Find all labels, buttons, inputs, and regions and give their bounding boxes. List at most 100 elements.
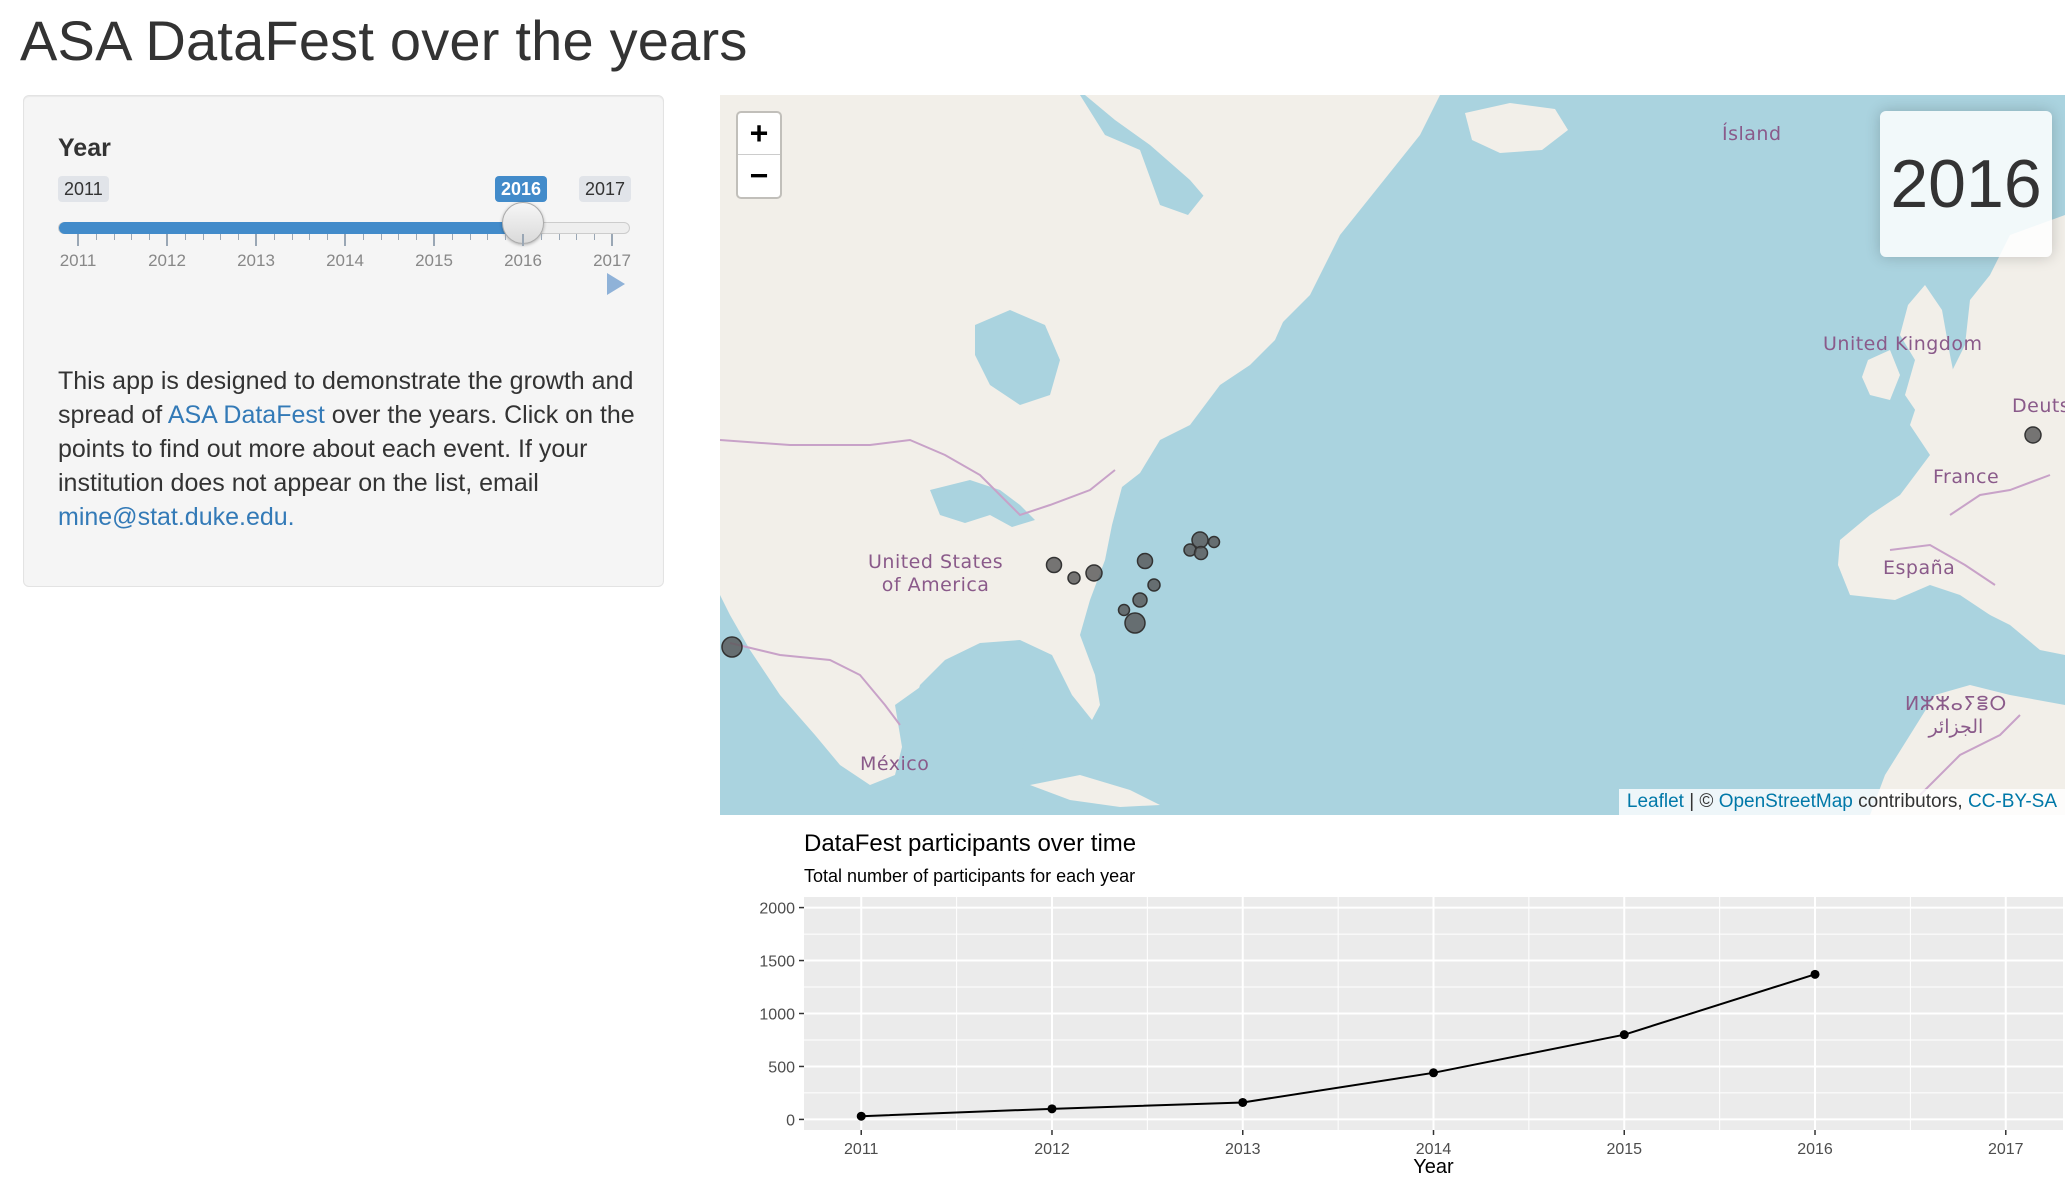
osm-link[interactable]: OpenStreetMap — [1718, 791, 1853, 812]
slider-minor-tick — [149, 234, 151, 240]
zoom-control: + − — [736, 111, 782, 199]
license-link[interactable]: CC-BY-SA — [1967, 791, 2057, 812]
map-label-algeria-line1: ⵍⵣⵣⴰⵢⴻⵔ — [1905, 693, 2007, 715]
land-iceland — [1465, 103, 1568, 153]
slider-tick-label: 2011 — [59, 251, 97, 270]
map-label-germany: Deutsc — [2012, 395, 2065, 417]
border-north-africa — [1919, 714, 2021, 796]
intro-text: This app is designed to demonstrate the … — [58, 364, 648, 534]
slider-tick — [344, 234, 346, 246]
email-link[interactable]: mine@stat.duke.edu. — [58, 503, 295, 531]
x-tick-label: 2016 — [1797, 1141, 1833, 1158]
y-tick-label: 500 — [768, 1059, 795, 1076]
marker-carolina-1[interactable] — [1132, 592, 1148, 608]
slider-max-label: 2017 — [579, 176, 632, 202]
x-tick-label: 2011 — [844, 1141, 879, 1158]
participants-chart-svg: DataFest participants over time Total num… — [759, 830, 2063, 1178]
slider-tick-label: 2017 — [593, 251, 631, 270]
slider-minor-tick — [184, 234, 186, 240]
land-arctic-islands — [900, 95, 1030, 165]
marker-northeast-2[interactable] — [1191, 531, 1209, 549]
slider-minor-tick — [540, 234, 542, 240]
slider-tick-label: 2014 — [326, 251, 364, 270]
slider-tick-label: 2016 — [504, 251, 542, 270]
participants-chart: DataFest participants over time Total num… — [720, 815, 2065, 1178]
marker-ohio[interactable] — [1136, 552, 1154, 570]
datafest-link[interactable]: ASA DataFest — [167, 401, 325, 429]
intro-text-part2: over the years. Click on the points to f… — [58, 401, 635, 497]
map-view[interactable]: Ísland United Kingdom Deutsc France Espa… — [720, 95, 2065, 815]
slider-minor-tick — [576, 234, 578, 240]
map-label-algeria-line2: الجزائر — [1928, 716, 1984, 738]
zoom-out-button[interactable]: − — [749, 158, 769, 193]
slider-min-label: 2011 — [58, 176, 109, 202]
land-great-britain — [1900, 285, 1958, 417]
leaflet-link[interactable]: Leaflet — [1626, 791, 1684, 812]
slider-minor-tick — [380, 234, 382, 240]
slider-tick — [611, 234, 613, 246]
slider-minor-tick — [451, 234, 453, 240]
map-label-spain: España — [1883, 557, 1956, 579]
slider-minor-tick — [487, 234, 489, 240]
y-tick-label: 1000 — [759, 1007, 795, 1024]
slider-minor-tick — [594, 234, 596, 240]
map-label-united-kingdom: United Kingdom — [1823, 333, 1983, 355]
marker-carolina-3[interactable] — [1124, 612, 1146, 634]
slider-value-label: 2016 — [495, 176, 548, 202]
slider-tick-label: 2012 — [148, 251, 186, 270]
x-tick-label: 2017 — [1988, 1141, 2024, 1158]
attribution-contributors: contributors, — [1852, 791, 1968, 812]
slider-tick — [433, 234, 435, 246]
page-title: ASA DataFest over the years — [20, 9, 748, 72]
marker-carolina-2[interactable] — [1117, 603, 1131, 617]
year-slider-label: Year — [58, 134, 111, 162]
zoom-in-button[interactable]: + — [738, 113, 780, 155]
marker-california[interactable] — [721, 636, 743, 658]
marker-virginia[interactable] — [1147, 578, 1161, 592]
slider-minor-tick — [398, 234, 400, 240]
slider-tick — [522, 234, 524, 246]
map-label-usa-line1: United States — [868, 551, 1004, 573]
year-slider-ticks: 2011 2012 2013 2014 2015 2016 2017 — [58, 234, 631, 274]
land-north-america — [720, 95, 1295, 785]
year-slider-fill — [59, 222, 524, 234]
slider-minor-tick — [113, 234, 115, 240]
x-tick-label: 2015 — [1606, 1141, 1642, 1158]
marker-germany[interactable] — [2024, 426, 2042, 444]
x-tick-label: 2014 — [1416, 1141, 1452, 1158]
map-label-usa: United States of America — [868, 551, 1003, 597]
border-us-mexico — [729, 642, 901, 726]
slider-minor-tick — [273, 234, 275, 240]
year-slider-track[interactable] — [58, 222, 630, 234]
marker-northeast-4[interactable] — [1207, 535, 1221, 549]
slider-minor-tick — [362, 234, 364, 240]
map-label-mexico: México — [860, 753, 930, 775]
data-point — [1619, 1030, 1629, 1040]
slider-minor-tick — [291, 234, 293, 240]
map-label-algeria: ⵍⵣⵣⴰⵢⴻⵔ الجزائر — [1905, 693, 2007, 739]
marker-midwest-2[interactable] — [1067, 571, 1081, 585]
map-label-france: France — [1933, 466, 2000, 488]
series-line — [861, 973, 1816, 1118]
slider-minor-tick — [469, 234, 471, 240]
x-tick-label: 2012 — [1034, 1141, 1070, 1158]
slider-minor-tick — [416, 234, 418, 240]
slider-minor-tick — [327, 234, 329, 240]
slider-tick — [77, 234, 79, 246]
play-icon[interactable] — [607, 273, 625, 295]
x-tick-label: 2013 — [1225, 1141, 1261, 1158]
land-europe — [1838, 215, 2065, 665]
slider-minor-tick — [131, 234, 133, 240]
water-gulf-of-mexico — [895, 670, 1035, 785]
border-europe — [1889, 474, 2051, 586]
y-tick-label: 2000 — [759, 901, 795, 918]
map-label-iceland: Ísland — [1722, 123, 1782, 145]
marker-midwest-3[interactable] — [1085, 564, 1103, 582]
marker-northeast-3[interactable] — [1193, 545, 1209, 561]
slider-minor-tick — [558, 234, 560, 240]
slider-tick — [255, 234, 257, 246]
slider-tick-label: 2015 — [415, 251, 453, 270]
marker-midwest-1[interactable] — [1045, 556, 1063, 574]
land-greenland — [1085, 95, 1440, 325]
data-point — [856, 1111, 866, 1121]
